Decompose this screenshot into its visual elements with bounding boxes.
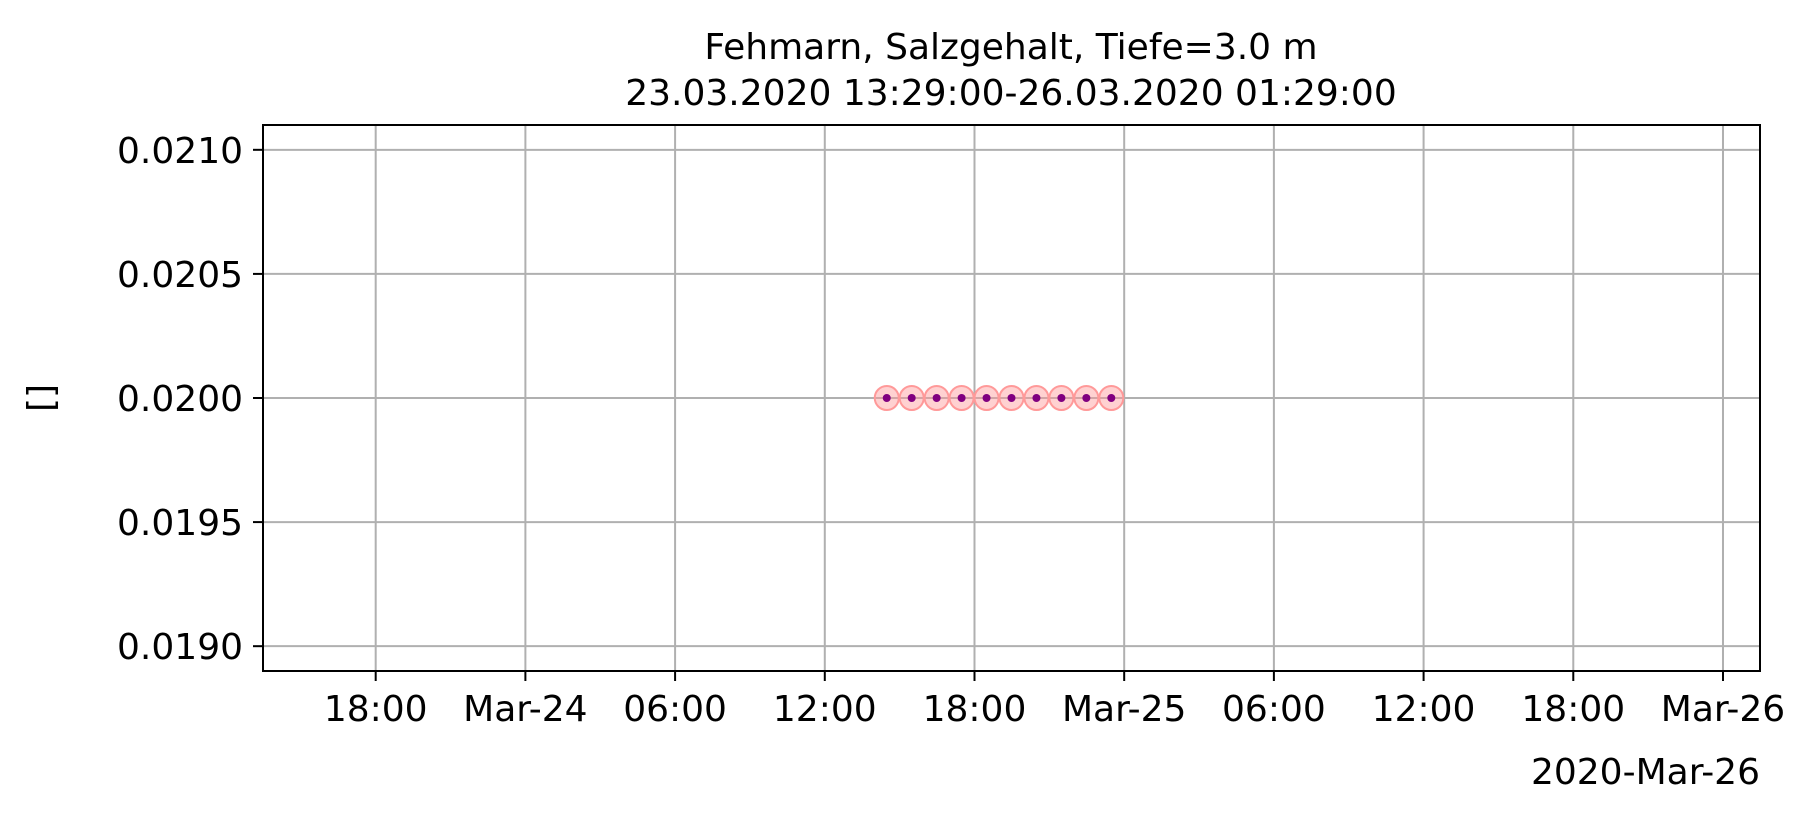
- x-tick-label: Mar-26: [1661, 689, 1785, 730]
- data-point: [1032, 394, 1041, 402]
- y-tick-label: 0.0205: [117, 255, 243, 296]
- chart-subtitle: 23.03.2020 13:29:00-26.03.2020 01:29:00: [625, 73, 1397, 114]
- y-tick-label: 0.0210: [117, 131, 243, 172]
- data-point: [1082, 394, 1091, 402]
- y-axis-label: []: [21, 384, 62, 412]
- data-point: [907, 394, 916, 402]
- data-point: [1107, 394, 1116, 402]
- data-point: [957, 394, 966, 402]
- x-tick-label: Mar-25: [1062, 689, 1186, 730]
- x-tick-label: 18:00: [1521, 689, 1625, 730]
- y-tick-label: 0.0190: [117, 627, 243, 668]
- data-point: [1007, 394, 1016, 402]
- data-point: [1057, 394, 1066, 402]
- data-points: [873, 385, 1125, 411]
- x-tick-label: 06:00: [1222, 689, 1326, 730]
- y-tick-label: 0.0200: [117, 379, 243, 420]
- y-axis: 0.0190 0.0195 0.0200 0.0205 0.0210: [117, 131, 263, 668]
- x-axis: 18:00 Mar-24 06:00 12:00 18:00 Mar-25 06:00 12:…: [324, 671, 1785, 730]
- x-axis-offset-label: 2020-Mar-26: [1531, 752, 1760, 793]
- y-tick-label: 0.0195: [117, 503, 243, 544]
- x-tick-label: 18:00: [923, 689, 1027, 730]
- x-tick-label: Mar-24: [463, 689, 587, 730]
- data-point: [982, 394, 991, 402]
- data-point: [932, 394, 941, 402]
- x-tick-label: 12:00: [773, 689, 877, 730]
- x-tick-label: 12:00: [1372, 689, 1476, 730]
- x-tick-label: 18:00: [324, 689, 428, 730]
- data-point: [882, 394, 891, 402]
- x-tick-label: 06:00: [623, 689, 727, 730]
- chart-title: Fehmarn, Salzgehalt, Tiefe=3.0 m: [704, 27, 1317, 68]
